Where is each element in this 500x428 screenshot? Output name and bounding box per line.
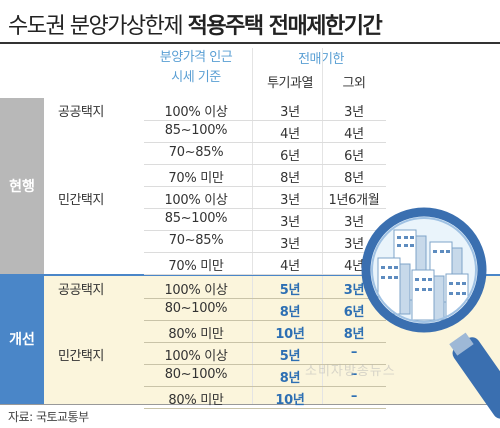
cell-other: 3년: [344, 237, 364, 252]
cell-price-basis: 85~100%: [164, 123, 228, 138]
cell-other: 1년6개월: [328, 193, 380, 208]
cell-price-basis: 70~85%: [168, 145, 224, 160]
title-bold: 적용주택 전매제한기간: [187, 14, 383, 39]
cell-other: 3년: [344, 105, 364, 120]
cell-speculative-zone: 10년: [275, 327, 305, 342]
cell-other: 8년: [344, 171, 364, 186]
cell-price-basis: 80~100%: [164, 301, 228, 316]
cell-price-basis: 85~100%: [164, 211, 228, 226]
header-price-basis: 분양가격 인근 시세 기준: [144, 48, 248, 88]
header-price-basis-line2: 시세 기준: [171, 70, 221, 85]
group-label: 민간택지: [58, 193, 104, 208]
cell-other: –: [350, 389, 358, 404]
magnifier-handle: [449, 332, 500, 419]
row-separator: [144, 208, 386, 209]
cell-price-basis: 100% 이상: [164, 105, 228, 120]
section-label-current: 현행: [0, 98, 44, 274]
column-divider: [252, 48, 253, 404]
cell-speculative-zone: 8년: [279, 371, 301, 386]
header-price-basis-line1: 분양가격 인근: [159, 50, 233, 65]
cell-speculative-zone: 8년: [279, 305, 301, 320]
cell-price-basis: 80% 미만: [168, 393, 224, 408]
cell-speculative-zone: 10년: [275, 393, 305, 408]
column-divider: [322, 48, 323, 404]
bottom-rule: [0, 404, 500, 405]
row-separator: [144, 364, 386, 365]
header-speculative-zone: 투기과열: [267, 76, 313, 91]
cell-price-basis: 80~100%: [164, 367, 228, 382]
row-separator: [144, 408, 386, 409]
row-separator: [144, 120, 386, 121]
cell-speculative-zone: 4년: [280, 259, 300, 274]
cell-speculative-zone: 5년: [279, 349, 301, 364]
cell-speculative-zone: 6년: [280, 149, 300, 164]
cell-other: 4년: [344, 259, 364, 274]
cell-speculative-zone: 3년: [280, 193, 300, 208]
cell-speculative-zone: 3년: [280, 215, 300, 230]
cell-other: 3년: [344, 215, 364, 230]
row-separator: [144, 320, 386, 321]
header-resale-period: 전매기한: [298, 52, 344, 67]
cell-speculative-zone: 4년: [280, 127, 300, 142]
cell-price-basis: 70% 미만: [168, 171, 224, 186]
row-separator: [144, 186, 386, 187]
row-separator: [144, 230, 386, 231]
row-separator: [144, 252, 386, 253]
title-light: 수도권 분양가상한제: [8, 14, 188, 39]
row-separator: [144, 342, 386, 343]
cell-other: 4년: [344, 127, 364, 142]
cell-price-basis: 100% 이상: [164, 349, 228, 364]
cell-speculative-zone: 8년: [280, 171, 300, 186]
row-separator: [144, 142, 386, 143]
row-separator: [144, 386, 386, 387]
cell-other: –: [350, 345, 358, 360]
cell-speculative-zone: 5년: [279, 283, 301, 298]
magnifier-buildings-icon: [361, 207, 500, 419]
row-separator: [144, 164, 386, 165]
watermark: 소비자방송뉴스: [305, 364, 396, 379]
cell-other: 8년: [343, 327, 365, 342]
top-rule: [0, 42, 500, 44]
group-label: 공공택지: [58, 105, 104, 120]
header-other: 그외: [342, 76, 366, 91]
cell-price-basis: 70~85%: [168, 233, 224, 248]
cell-speculative-zone: 3년: [280, 105, 300, 120]
cell-other: 6년: [343, 305, 365, 320]
magnifier-rim: [361, 207, 487, 333]
page-title: 수도권 분양가상한제 적용주택 전매제한기간: [8, 8, 383, 40]
source-note: 자료: 국토교통부: [8, 410, 89, 424]
cell-other: –: [350, 367, 358, 382]
cell-price-basis: 100% 이상: [164, 193, 228, 208]
cell-price-basis: 100% 이상: [164, 283, 228, 298]
cell-speculative-zone: 3년: [280, 237, 300, 252]
row-separator: [144, 274, 386, 275]
cell-other: 6년: [344, 149, 364, 164]
section-label-improved: 개선: [0, 274, 44, 404]
cell-price-basis: 70% 미만: [168, 259, 224, 274]
row-separator: [144, 298, 386, 299]
cell-price-basis: 80% 미만: [168, 327, 224, 342]
section-divider: [0, 274, 500, 276]
cell-other: 3년: [343, 283, 365, 298]
group-label: 민간택지: [58, 349, 104, 364]
group-label: 공공택지: [58, 283, 104, 298]
